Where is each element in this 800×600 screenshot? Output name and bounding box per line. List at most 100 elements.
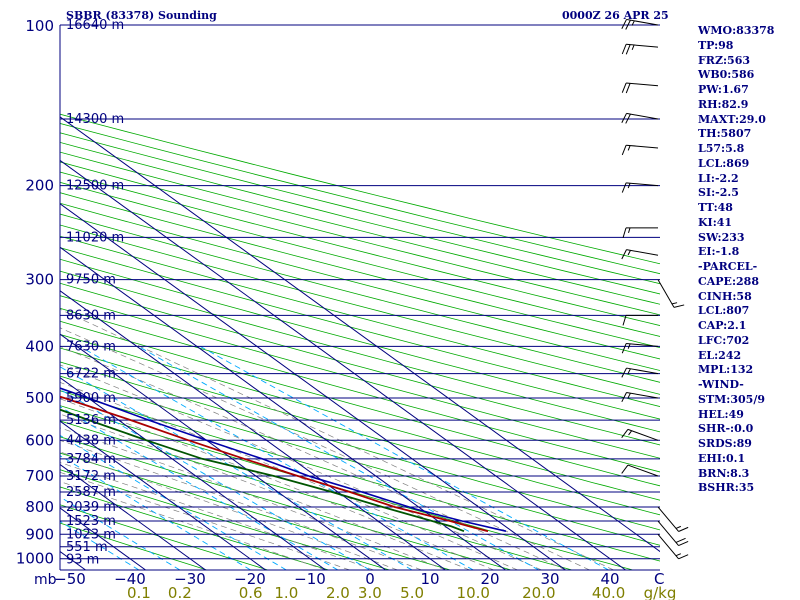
dry-adiabat-line — [60, 202, 660, 360]
wind-barb-flag — [621, 182, 627, 193]
temperature-tick-label: −10 — [294, 570, 326, 588]
wind-barb — [657, 520, 689, 546]
temperature-tick-label: 40 — [600, 570, 619, 588]
isotherm-line — [60, 159, 626, 570]
mixing-ratio-line — [199, 345, 609, 570]
index-item: HEL:49 — [698, 407, 744, 421]
wind-barb-flag — [678, 540, 689, 546]
wind-barb-flag — [621, 429, 629, 439]
moist-adiabat-line — [60, 440, 422, 570]
isotherm-line — [60, 463, 206, 570]
wind-barb-staff — [626, 82, 659, 87]
index-item: LCL:869 — [698, 156, 750, 170]
index-item: BRN:8.3 — [698, 466, 750, 480]
mixing-ratio-line — [60, 388, 371, 570]
mixing-ratio-tick-label: 20.0 — [522, 584, 555, 600]
dry-adiabat-line — [60, 361, 660, 531]
index-item: SHR-:0.0 — [698, 422, 754, 436]
isotherm-line — [60, 420, 266, 570]
height-level-label: 11020 m — [66, 230, 124, 245]
wind-barb — [621, 43, 659, 55]
sounding-time: 0000Z 26 APR 25 — [562, 9, 669, 22]
index-item: BSHR:35 — [698, 481, 755, 495]
wind-barb-flag — [625, 44, 631, 55]
dry-adiabat-line — [60, 151, 660, 305]
height-level-label: 3172 m — [66, 469, 116, 484]
height-level-label: 1523 m — [66, 514, 116, 529]
wind-barb-flag — [621, 249, 627, 260]
wind-barb-half-flag — [627, 183, 631, 189]
wind-barb — [621, 182, 659, 193]
mixing-ratio-line — [60, 366, 413, 570]
isobars — [59, 24, 660, 571]
pressure-tick-label: 400 — [25, 337, 54, 355]
index-item: LCL:807 — [698, 304, 750, 318]
dry-adiabat-line — [60, 224, 660, 383]
index-item: -WIND- — [698, 378, 744, 391]
index-item: EL:242 — [698, 348, 742, 362]
wind-barb-staff — [626, 249, 659, 256]
wind-barb — [621, 82, 659, 94]
mixing-ratio-tick-label: 0.2 — [168, 584, 192, 600]
isotherm-line — [60, 203, 566, 570]
index-item: -PARCEL- — [698, 260, 758, 273]
wind-barb-staff — [626, 367, 659, 375]
wind-barb-half-flag — [627, 343, 631, 349]
moist-adiabat-line — [60, 481, 326, 570]
temperature-tick-label: 10 — [420, 570, 439, 588]
wind-barb-flag — [622, 227, 627, 239]
wind-barb-flag — [622, 315, 627, 326]
moist-adiabat-line — [60, 364, 542, 570]
wind-barb — [622, 227, 658, 239]
wind-barb-flag — [621, 343, 627, 354]
wind-barb — [657, 506, 689, 532]
wind-barb-half-flag — [628, 227, 631, 234]
wind-barb-flag — [621, 464, 629, 474]
wind-barb — [657, 533, 689, 560]
index-item: CAPE:288 — [698, 274, 759, 288]
index-item: CINH:58 — [698, 289, 752, 303]
dry-adiabat-line — [60, 334, 660, 501]
dry-adiabat-line — [60, 469, 390, 570]
wind-barb — [657, 279, 685, 308]
dry-adiabat-line — [60, 235, 660, 395]
mixing-ratio-line — [60, 406, 339, 570]
wind-barb-flag — [621, 367, 627, 378]
wind-barb-flag — [678, 526, 689, 532]
index-item: SW:233 — [698, 230, 745, 244]
dry-adiabat-line — [60, 213, 660, 371]
dry-adiabat-line — [60, 436, 512, 570]
isotherm-line — [60, 376, 326, 570]
index-item: WB0:586 — [698, 68, 755, 82]
dry-adiabat-line — [60, 307, 660, 473]
wind-barb — [621, 391, 659, 403]
height-level-label: 3784 m — [66, 452, 116, 467]
pressure-tick-label: 700 — [25, 467, 54, 485]
dry-adiabat-line — [60, 522, 208, 570]
wind-barb-staff — [627, 428, 659, 441]
index-item: MPL:132 — [698, 363, 754, 377]
height-level-label: 5900 m — [66, 391, 116, 406]
height-level-label: 8630 m — [66, 308, 116, 323]
height-level-label: 1023 m — [66, 527, 116, 542]
wind-barb-staff — [626, 391, 659, 399]
dry-adiabat-line — [60, 405, 633, 570]
index-item: PW:1.67 — [698, 83, 749, 96]
wind-barb-half-flag — [675, 525, 681, 529]
wind-barb-staff — [626, 343, 659, 347]
dry-adiabat-line — [60, 132, 660, 285]
wind-barb-staff — [657, 520, 679, 546]
wind-barbs — [621, 18, 689, 560]
parcel-path-line — [60, 387, 507, 532]
wind-barb-flag — [621, 392, 627, 403]
temperature-unit-label: C — [654, 570, 664, 588]
dry-adiabat-line — [60, 282, 660, 446]
wind-barb-half-flag — [631, 20, 635, 26]
mixing-ratio-tick-label: 0.1 — [127, 584, 151, 600]
sounding-profiles — [60, 387, 507, 533]
height-level-label: 7630 m — [66, 339, 116, 354]
temperature-profile-line — [60, 395, 489, 533]
pressure-unit-label: mb — [34, 572, 57, 588]
dry-adiabat-line — [60, 504, 268, 570]
